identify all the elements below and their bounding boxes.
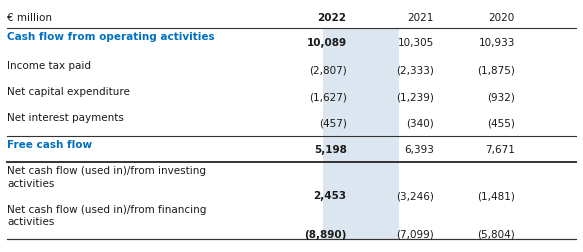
Text: (932): (932) (487, 92, 515, 102)
Text: € million: € million (7, 13, 52, 23)
Text: (457): (457) (319, 118, 347, 128)
Text: 10,305: 10,305 (398, 38, 434, 48)
Text: 6,393: 6,393 (404, 144, 434, 154)
Text: 2022: 2022 (318, 13, 347, 23)
Text: (455): (455) (487, 118, 515, 128)
Text: 7,671: 7,671 (485, 144, 515, 154)
Text: 5,198: 5,198 (314, 144, 347, 154)
Text: Cash flow from operating activities: Cash flow from operating activities (7, 32, 215, 42)
Text: (340): (340) (406, 118, 434, 128)
Text: 10,089: 10,089 (307, 38, 347, 48)
Text: (2,333): (2,333) (396, 66, 434, 76)
Text: (5,804): (5,804) (477, 229, 515, 239)
Bar (324, 29, 399, 239)
Text: (1,875): (1,875) (477, 66, 515, 76)
Text: Net cash flow (used in)/from financing
activities: Net cash flow (used in)/from financing a… (7, 204, 206, 227)
Text: (7,099): (7,099) (396, 229, 434, 239)
Text: Free cash flow: Free cash flow (7, 139, 92, 149)
Text: (2,807): (2,807) (309, 66, 347, 76)
Text: (1,627): (1,627) (309, 92, 347, 102)
Text: (1,481): (1,481) (477, 190, 515, 200)
Text: Income tax paid: Income tax paid (7, 60, 91, 70)
Text: 2021: 2021 (408, 13, 434, 23)
Text: Net interest payments: Net interest payments (7, 113, 124, 123)
Text: (1,239): (1,239) (396, 92, 434, 102)
Text: 2020: 2020 (489, 13, 515, 23)
Text: (8,890): (8,890) (304, 229, 347, 239)
Text: Net cash flow (used in)/from investing
activities: Net cash flow (used in)/from investing a… (7, 165, 206, 188)
Text: (3,246): (3,246) (396, 190, 434, 200)
Text: 10,933: 10,933 (479, 38, 515, 48)
Text: 2,453: 2,453 (314, 190, 347, 200)
Text: Net capital expenditure: Net capital expenditure (7, 87, 130, 97)
